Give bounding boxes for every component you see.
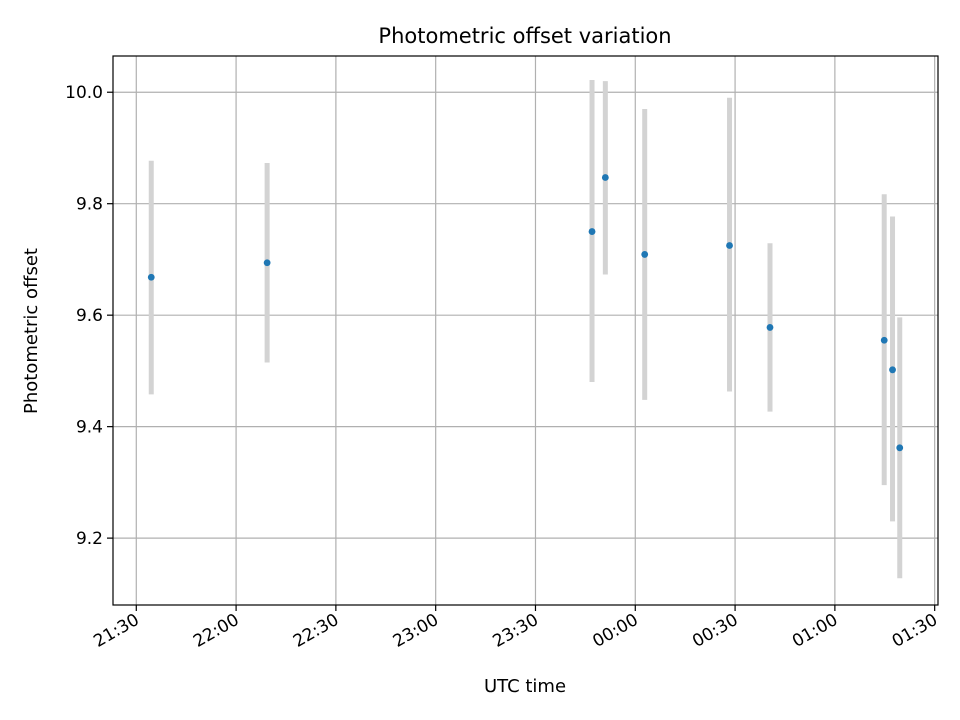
y-axis: 9.2 9.4 9.6 9.8 10.0 bbox=[65, 83, 113, 549]
y-tick-label: 9.6 bbox=[76, 306, 103, 326]
chart-title: Photometric offset variation bbox=[378, 24, 671, 48]
data-point bbox=[641, 251, 649, 258]
grid bbox=[113, 56, 938, 605]
data-point bbox=[588, 228, 596, 235]
y-axis-label: Photometric offset bbox=[21, 248, 42, 414]
y-tick-label: 9.8 bbox=[76, 195, 103, 215]
data-point bbox=[880, 336, 888, 344]
y-tick-label: 9.2 bbox=[76, 529, 103, 549]
x-axis-label: UTC time bbox=[484, 676, 566, 697]
data-point bbox=[766, 324, 774, 331]
plot-frame bbox=[112, 55, 939, 606]
data-point bbox=[726, 242, 733, 249]
y-tick-label: 9.4 bbox=[76, 418, 103, 438]
data-point bbox=[896, 444, 904, 452]
data-points bbox=[147, 174, 904, 452]
data-point bbox=[263, 259, 271, 267]
data-point bbox=[889, 366, 896, 374]
data-point bbox=[601, 174, 609, 181]
y-tick-label: 10.0 bbox=[65, 83, 103, 103]
data-point bbox=[147, 273, 155, 281]
